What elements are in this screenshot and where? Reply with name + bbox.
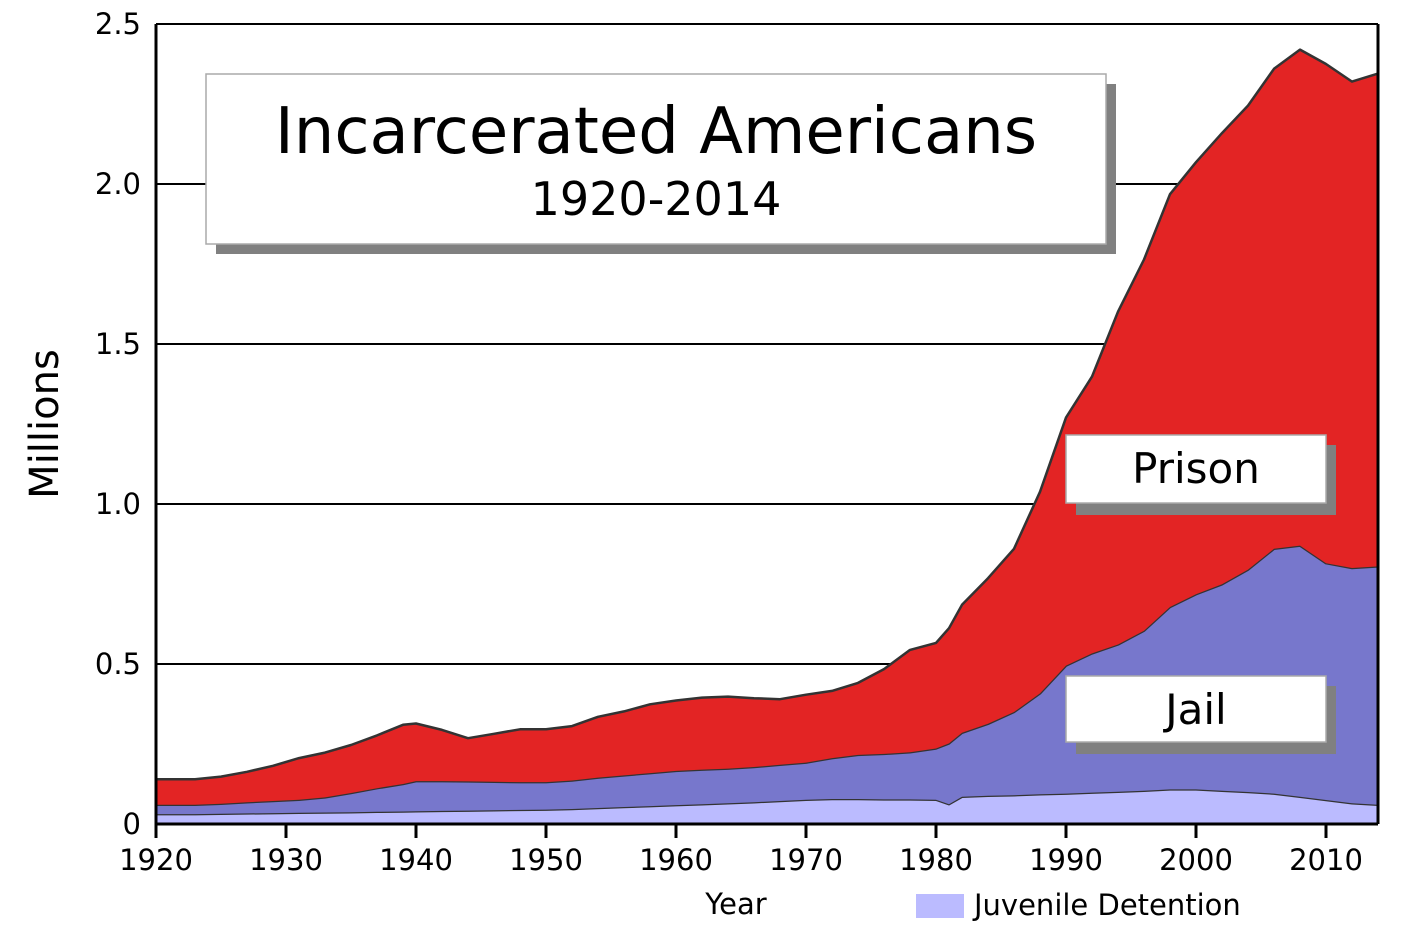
prison-label-box: Prison	[1065, 434, 1336, 515]
chart-title: Incarcerated Americans	[275, 95, 1037, 169]
x-tick-label: 1970	[769, 843, 843, 877]
area-prison	[156, 49, 1378, 805]
y-tick-label: 0	[123, 807, 141, 841]
y-tick-label: 0.5	[95, 647, 141, 681]
legend-swatch-juvenile	[916, 894, 964, 918]
jail-series-label: Jail	[1162, 685, 1226, 734]
title-box: Incarcerated Americans 1920-2014	[205, 73, 1116, 254]
x-tick-label: 1930	[249, 843, 323, 877]
axes	[154, 24, 1380, 826]
legend: Juvenile Detention	[916, 888, 1241, 922]
x-tick-label: 2010	[1289, 843, 1363, 877]
stacked-areas	[156, 48, 1379, 824]
x-tick-label: 1950	[509, 843, 583, 877]
x-tick-label: 1920	[119, 843, 193, 877]
legend-label-juvenile: Juvenile Detention	[972, 888, 1241, 922]
y-tick-label: 1.5	[95, 327, 141, 361]
y-tick-label: 2.0	[95, 167, 141, 201]
area-jail	[156, 545, 1378, 815]
x-tick-label: 1940	[379, 843, 453, 877]
y-tick-label: 1.0	[95, 487, 141, 521]
x-tick-label: 1980	[899, 843, 973, 877]
x-tick-label: 2000	[1159, 843, 1233, 877]
y-axis-label: Millions	[22, 349, 68, 499]
tick-labels: 1920 1930 1940 1950 1960 1970 1980 1990 2000 2010…	[95, 7, 1363, 877]
prison-series-label: Prison	[1132, 444, 1260, 493]
chart-subtitle: 1920-2014	[531, 172, 782, 226]
x-tick-label: 1960	[639, 843, 713, 877]
x-tick-label: 1990	[1029, 843, 1103, 877]
series-line-prison	[156, 48, 1379, 781]
area-juvenile	[156, 789, 1378, 824]
jail-label-box: Jail	[1065, 675, 1336, 754]
y-tick-label: 2.5	[95, 7, 141, 41]
x-axis-label: Year	[704, 887, 766, 921]
